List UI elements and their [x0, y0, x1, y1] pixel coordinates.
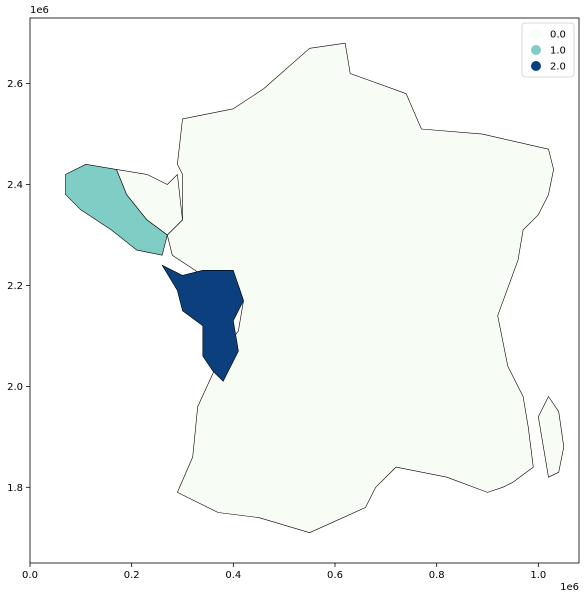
x-tick-label: 0.4: [225, 570, 241, 581]
y-tick-label: 2.0: [7, 382, 23, 393]
y-axis: 1.8 2.0 2.2 2.4 2.6: [7, 79, 30, 494]
x-tick-label: 1.0: [530, 570, 546, 581]
y-tick-label: 1.8: [7, 483, 23, 494]
axes-frame: [29, 17, 580, 564]
x-tick-label: 0.2: [124, 570, 140, 581]
x-tick-label: 0.0: [22, 570, 38, 581]
legend-marker: [531, 45, 541, 55]
y-tick-label: 2.6: [7, 79, 23, 90]
y-axis-offset-label: 1e6: [30, 5, 49, 16]
x-axis: 0.0 0.2 0.4 0.6 0.8 1.0: [22, 563, 546, 581]
legend-label: 1.0: [550, 46, 566, 57]
map-region-class-1-3: [65, 164, 168, 256]
legend-marker: [531, 61, 541, 71]
legend-frame: [521, 22, 575, 78]
legend: 0.0 1.0 2.0: [521, 22, 575, 78]
legend-label: 2.0: [550, 62, 566, 73]
map-region-class-2-4: [161, 264, 244, 382]
map-region-class-0-2: [537, 396, 565, 478]
x-axis-offset-label: 1e6: [560, 582, 579, 593]
legend-label: 0.0: [550, 30, 566, 41]
map-regions: [65, 42, 565, 534]
x-tick-label: 0.8: [429, 570, 445, 581]
x-tick-label: 0.6: [327, 570, 343, 581]
y-tick-label: 2.4: [7, 180, 23, 191]
legend-marker: [531, 29, 541, 39]
y-tick-label: 2.2: [7, 281, 23, 292]
map-region-class-0-0: [167, 42, 554, 534]
